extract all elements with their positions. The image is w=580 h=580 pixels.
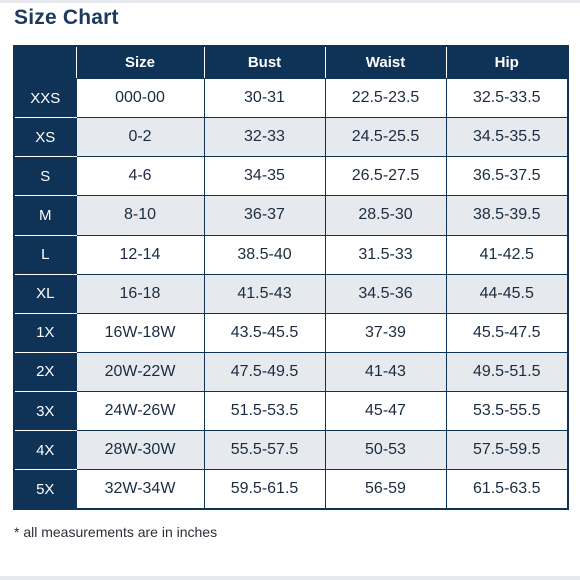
bust-cell: 41.5-43 xyxy=(203,273,326,314)
size-cell: 24W-26W xyxy=(75,390,205,432)
header-corner xyxy=(13,45,77,79)
measurement-footnote: * all measurements are in inches xyxy=(14,524,218,540)
hip-cell: 32.5-33.5 xyxy=(445,77,569,119)
waist-cell: 50-53 xyxy=(324,430,447,471)
hip-cell: 61.5-63.5 xyxy=(445,469,569,510)
page-title: Size Chart xyxy=(14,6,119,29)
row-label: M xyxy=(13,195,77,236)
hip-cell: 36.5-37.5 xyxy=(445,156,569,197)
bust-cell: 55.5-57.5 xyxy=(203,430,326,471)
size-chart-table: Size Bust Waist Hip XXS 000-00 30-31 22.… xyxy=(13,45,569,510)
table-body: XXS 000-00 30-31 22.5-23.5 32.5-33.5 XS … xyxy=(13,77,569,510)
table-row: S 4-6 34-35 26.5-27.5 36.5-37.5 xyxy=(13,156,569,197)
row-label: 5X xyxy=(13,469,77,510)
row-label: XXS xyxy=(13,77,77,119)
bust-cell: 59.5-61.5 xyxy=(203,469,326,510)
header-waist: Waist xyxy=(324,45,447,79)
header-row: Size Bust Waist Hip xyxy=(13,45,569,79)
size-cell: 16-18 xyxy=(75,273,205,314)
hip-cell: 34.5-35.5 xyxy=(445,117,569,158)
size-cell: 16W-18W xyxy=(75,312,205,353)
table-row: 4X 28W-30W 55.5-57.5 50-53 57.5-59.5 xyxy=(13,430,569,471)
waist-cell: 45-47 xyxy=(324,390,447,432)
hip-cell: 38.5-39.5 xyxy=(445,195,569,236)
bust-cell: 34-35 xyxy=(203,156,326,197)
table-row: XS 0-2 32-33 24.5-25.5 34.5-35.5 xyxy=(13,117,569,158)
size-cell: 20W-22W xyxy=(75,351,205,393)
table-row: XL 16-18 41.5-43 34.5-36 44-45.5 xyxy=(13,273,569,314)
bust-cell: 51.5-53.5 xyxy=(203,390,326,432)
hip-cell: 45.5-47.5 xyxy=(445,312,569,353)
row-label: 2X xyxy=(13,351,77,393)
bust-cell: 32-33 xyxy=(203,117,326,158)
header-hip: Hip xyxy=(445,45,569,79)
table-row: 3X 24W-26W 51.5-53.5 45-47 53.5-55.5 xyxy=(13,390,569,432)
bust-cell: 38.5-40 xyxy=(203,234,326,275)
bust-cell: 36-37 xyxy=(203,195,326,236)
size-cell: 000-00 xyxy=(75,77,205,119)
hip-cell: 53.5-55.5 xyxy=(445,390,569,432)
bust-cell: 30-31 xyxy=(203,77,326,119)
table-row: 5X 32W-34W 59.5-61.5 56-59 61.5-63.5 xyxy=(13,469,569,510)
bust-cell: 47.5-49.5 xyxy=(203,351,326,393)
waist-cell: 24.5-25.5 xyxy=(324,117,447,158)
size-cell: 12-14 xyxy=(75,234,205,275)
size-cell: 28W-30W xyxy=(75,430,205,471)
row-label: S xyxy=(13,156,77,197)
table-row: 1X 16W-18W 43.5-45.5 37-39 45.5-47.5 xyxy=(13,312,569,353)
top-edge xyxy=(0,0,580,3)
size-cell: 32W-34W xyxy=(75,469,205,510)
hip-cell: 49.5-51.5 xyxy=(445,351,569,393)
row-label: XL xyxy=(13,273,77,314)
bust-cell: 43.5-45.5 xyxy=(203,312,326,353)
waist-cell: 37-39 xyxy=(324,312,447,353)
hip-cell: 41-42.5 xyxy=(445,234,569,275)
waist-cell: 56-59 xyxy=(324,469,447,510)
row-label: 3X xyxy=(13,390,77,432)
table-row: XXS 000-00 30-31 22.5-23.5 32.5-33.5 xyxy=(13,77,569,119)
table-row: M 8-10 36-37 28.5-30 38.5-39.5 xyxy=(13,195,569,236)
size-cell: 0-2 xyxy=(75,117,205,158)
table-row: L 12-14 38.5-40 31.5-33 41-42.5 xyxy=(13,234,569,275)
table-row: 2X 20W-22W 47.5-49.5 41-43 49.5-51.5 xyxy=(13,351,569,393)
row-label: 4X xyxy=(13,430,77,471)
size-cell: 8-10 xyxy=(75,195,205,236)
header-size: Size xyxy=(75,45,205,79)
hip-cell: 57.5-59.5 xyxy=(445,430,569,471)
table-header: Size Bust Waist Hip xyxy=(13,45,569,79)
waist-cell: 26.5-27.5 xyxy=(324,156,447,197)
hip-cell: 44-45.5 xyxy=(445,273,569,314)
waist-cell: 28.5-30 xyxy=(324,195,447,236)
waist-cell: 41-43 xyxy=(324,351,447,393)
header-bust: Bust xyxy=(203,45,326,79)
waist-cell: 31.5-33 xyxy=(324,234,447,275)
row-label: XS xyxy=(13,117,77,158)
size-cell: 4-6 xyxy=(75,156,205,197)
row-label: 1X xyxy=(13,312,77,353)
bottom-edge xyxy=(0,576,580,580)
waist-cell: 34.5-36 xyxy=(324,273,447,314)
row-label: L xyxy=(13,234,77,275)
waist-cell: 22.5-23.5 xyxy=(324,77,447,119)
